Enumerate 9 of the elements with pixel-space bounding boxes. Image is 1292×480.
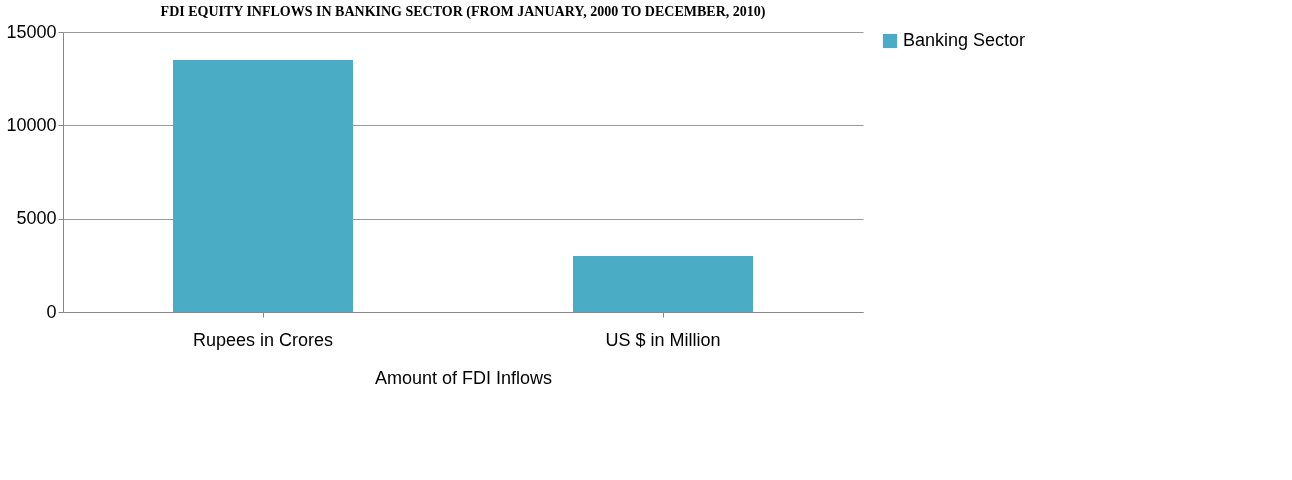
legend-label: Banking Sector — [903, 30, 1026, 50]
chart-title: FDI EQUITY INFLOWS IN BANKING SECTOR (FROM JANUARY, 2000 TO DECEMBER, 2010) — [160, 4, 766, 20]
y-tick-label: 10000 — [6, 114, 57, 135]
y-tick-label: 15000 — [6, 21, 57, 42]
x-tick-label: US $ in Million — [605, 329, 721, 350]
x-axis-title: Amount of FDI Inflows — [374, 367, 553, 388]
y-tick-label: 5000 — [16, 208, 57, 229]
y-tick-label: 0 — [46, 301, 57, 322]
x-tick-label: Rupees in Crores — [192, 329, 334, 350]
